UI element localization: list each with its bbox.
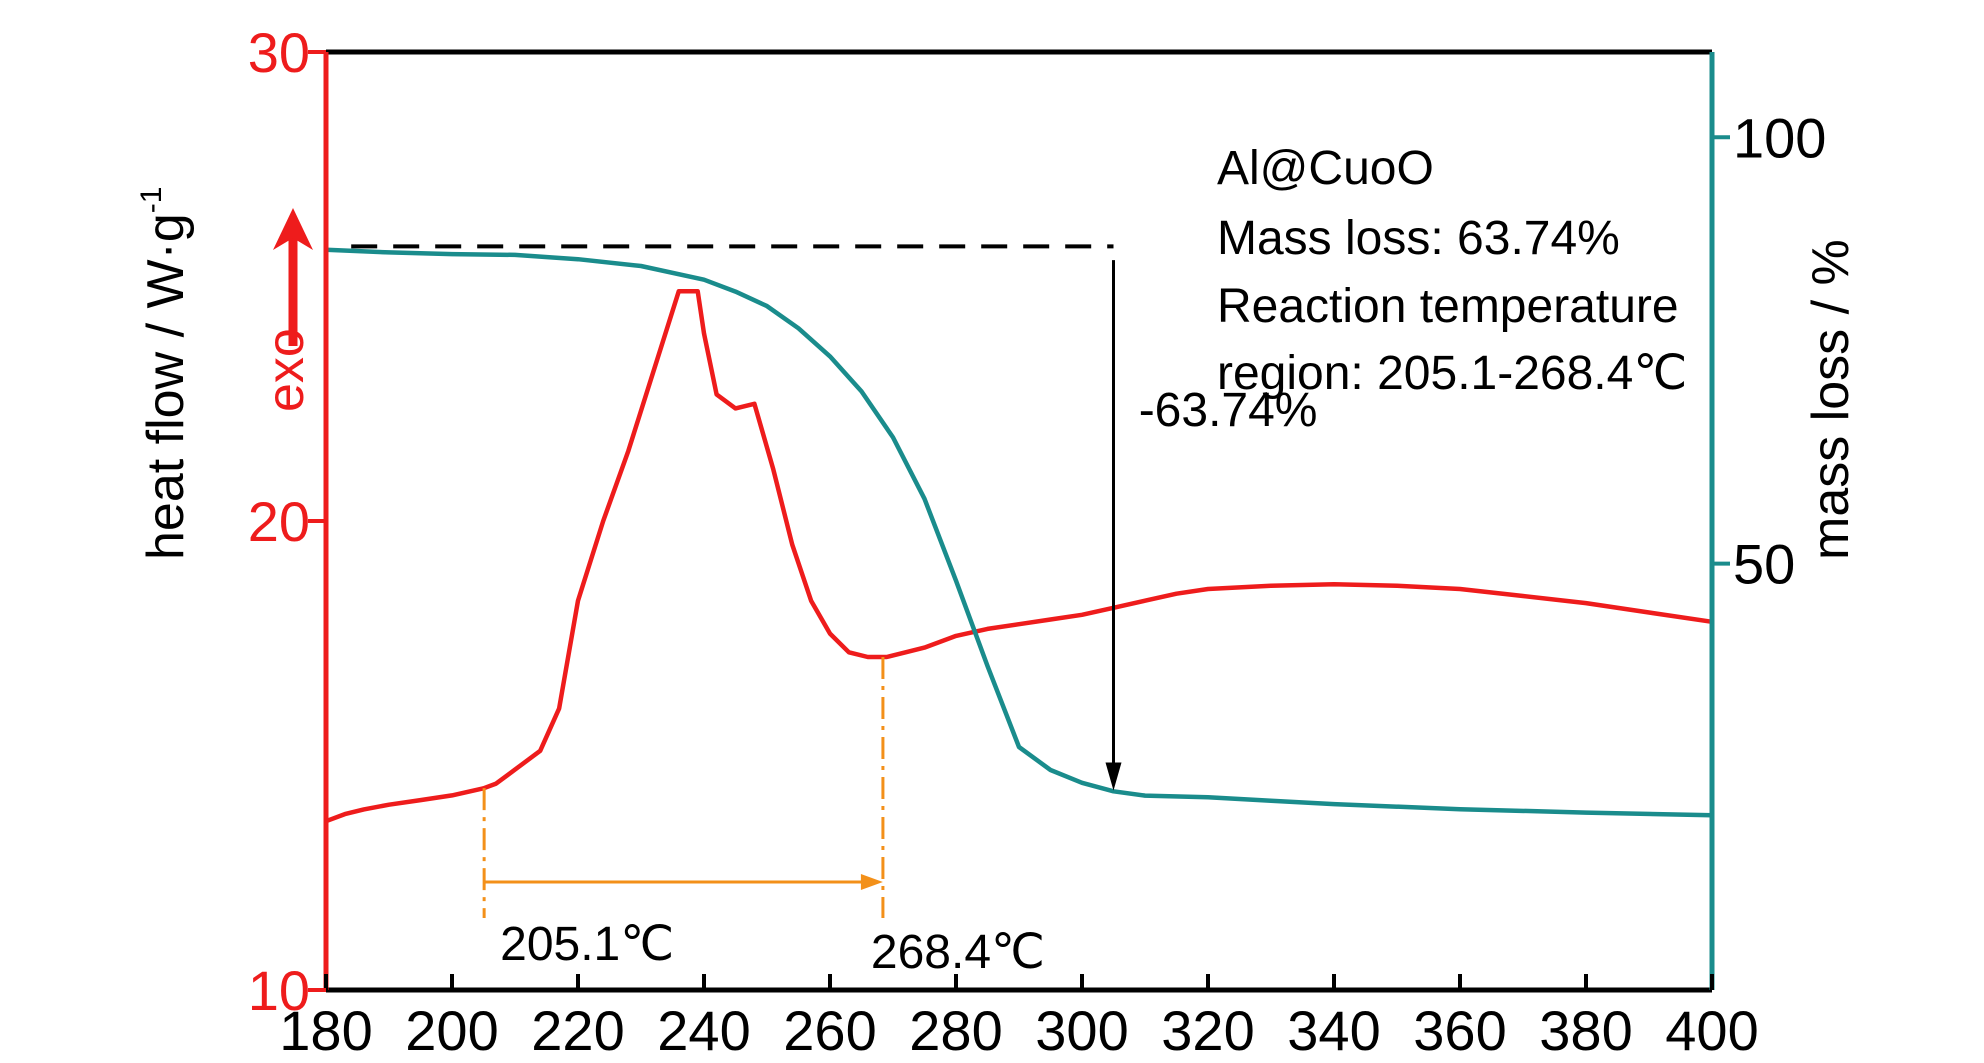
exo-label: exo xyxy=(257,328,315,412)
mass-loss-label: -63.74% xyxy=(1139,384,1318,437)
left-tick-label-20: 20 xyxy=(248,490,310,553)
mass-loss-arrow-head xyxy=(1105,762,1122,791)
left-tick-label-30: 30 xyxy=(248,21,310,84)
tick-marks xyxy=(308,50,1730,992)
x-tick-label-180: 180 xyxy=(279,999,372,1062)
left-axis-title: heat flow / W·g-1 xyxy=(135,187,195,560)
axes-frame xyxy=(323,49,1715,993)
legend-line-2: Mass loss: 63.74% xyxy=(1217,212,1620,265)
x-tick-label-400: 400 xyxy=(1665,999,1758,1062)
x-tick-label-220: 220 xyxy=(531,999,624,1062)
legend-text: Al@CuoO Mass loss: 63.74% Reaction tempe… xyxy=(1217,142,1687,400)
x-tick-label-360: 360 xyxy=(1413,999,1506,1062)
plot-background xyxy=(326,52,1712,990)
end-temperature-label: 268.4℃ xyxy=(871,926,1045,979)
x-tick-label-260: 260 xyxy=(783,999,876,1062)
annotation-layer: -63.74% 205.1℃ 268.4℃ xyxy=(351,244,1318,979)
x-tick-label-300: 300 xyxy=(1035,999,1128,1062)
x-tick-label-380: 380 xyxy=(1539,999,1632,1062)
legend-line-1: Al@CuoO xyxy=(1217,142,1434,195)
mass-loss-line xyxy=(325,247,1713,818)
exo-arrow-icon xyxy=(273,208,313,346)
right-axis-title: mass loss / % xyxy=(1802,239,1860,560)
legend-line-4: region: 205.1-268.4℃ xyxy=(1217,347,1687,400)
reaction-range-arrow-head xyxy=(860,874,883,890)
right-tick-label-100: 100 xyxy=(1733,106,1826,169)
x-tick-label-200: 200 xyxy=(405,999,498,1062)
x-tick-label-340: 340 xyxy=(1287,999,1380,1062)
left-tick-label-10: 10 xyxy=(248,959,310,1022)
plot-area xyxy=(326,52,1712,990)
legend-line-3: Reaction temperature xyxy=(1217,280,1679,333)
right-tick-label-50: 50 xyxy=(1733,533,1795,596)
onset-temperature-label: 205.1℃ xyxy=(500,918,674,971)
x-tick-label-240: 240 xyxy=(657,999,750,1062)
x-tick-label-320: 320 xyxy=(1161,999,1254,1062)
data-series xyxy=(325,247,1713,824)
x-tick-label-280: 280 xyxy=(909,999,1002,1062)
heat-flow-line xyxy=(325,288,1713,824)
tick-labels: 180 200 220 240 260 280 300 320 340 360 380 400 10 20… xyxy=(248,21,1827,1062)
